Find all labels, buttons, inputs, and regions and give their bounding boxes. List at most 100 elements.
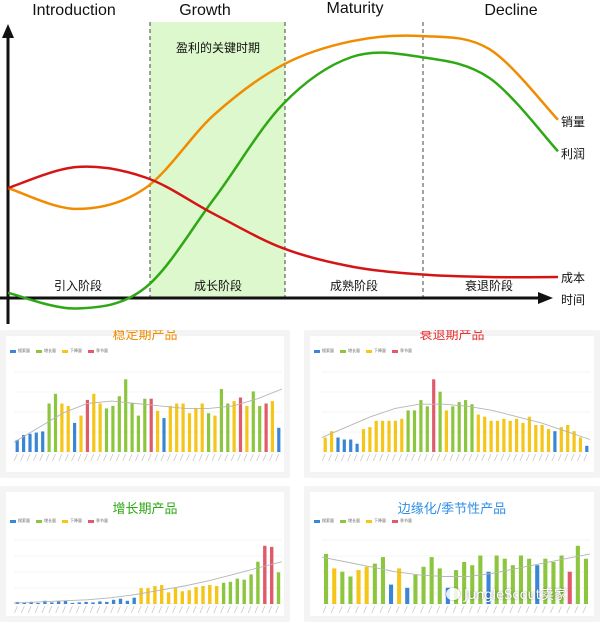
bar — [53, 393, 58, 452]
bar — [578, 437, 582, 452]
watermark-text: JungleScout卖家 — [464, 588, 567, 603]
bar — [566, 425, 570, 452]
x-tick-label — [160, 453, 165, 462]
x-tick-label — [387, 605, 392, 614]
legend-item: 搜索量 — [314, 518, 334, 524]
bar — [393, 420, 397, 452]
bar — [364, 566, 369, 604]
x-tick-label — [237, 453, 241, 462]
bar — [238, 397, 243, 452]
bar — [413, 574, 418, 604]
bar — [535, 565, 540, 604]
x-tick-label — [455, 453, 460, 462]
x-tick-label — [355, 605, 359, 614]
bar — [567, 571, 572, 604]
bar — [47, 403, 51, 452]
x-tick-label — [96, 605, 101, 614]
bar — [476, 414, 480, 452]
bar — [380, 557, 385, 604]
x-tick-label — [39, 453, 44, 462]
x-tick-label — [224, 453, 229, 462]
x-tick-label — [96, 453, 101, 462]
legend-item: 搜索量 — [314, 348, 334, 354]
bar — [270, 401, 274, 452]
bar — [510, 565, 515, 604]
bar — [98, 601, 102, 604]
x-tick-label — [500, 453, 505, 462]
bar — [149, 398, 153, 452]
x-tick-label — [249, 453, 254, 462]
bar — [406, 410, 410, 452]
x-tick-label — [462, 453, 466, 462]
bar — [160, 585, 164, 604]
x-tick-label — [192, 453, 197, 462]
x-tick-label — [75, 605, 80, 614]
x-tick-label — [254, 605, 259, 614]
product-lifecycle-chart: Introduction Growth Maturity Decline 盈利的… — [0, 0, 585, 324]
bar — [200, 403, 204, 452]
bar — [374, 420, 378, 452]
bar — [66, 405, 70, 452]
bar — [36, 602, 40, 604]
x-tick-label — [474, 453, 479, 462]
x-tick-label — [485, 605, 489, 614]
bar — [432, 379, 436, 452]
bar — [494, 555, 499, 604]
x-tick-label — [379, 453, 383, 462]
bar — [340, 571, 345, 604]
x-tick-label — [487, 453, 492, 462]
x-tick-label — [506, 453, 511, 462]
x-tick-label — [379, 605, 384, 614]
x-tick-label — [122, 453, 127, 462]
x-tick-label — [27, 605, 32, 614]
bar — [117, 396, 121, 452]
phase-title-maturity: Maturity — [327, 0, 384, 17]
x-tick-label — [84, 453, 88, 462]
bar — [139, 588, 143, 604]
bar — [429, 557, 434, 604]
x-tick-label — [110, 605, 115, 614]
panel-seasonal-bar-chart — [321, 539, 591, 614]
bar — [92, 393, 96, 452]
x-tick-label — [128, 453, 133, 462]
x-tick-label — [525, 605, 530, 614]
bar — [91, 602, 95, 604]
x-tick-label — [230, 453, 235, 462]
x-tick-label — [52, 453, 56, 462]
x-tick-label — [428, 605, 433, 614]
x-tick-label — [468, 605, 473, 614]
bar — [527, 416, 531, 452]
growth-highlight-band — [150, 22, 285, 298]
bar — [118, 598, 123, 604]
x-tick-label — [158, 605, 163, 614]
bar — [162, 418, 166, 452]
x-tick-label — [570, 453, 575, 462]
x-tick-label — [328, 453, 332, 462]
x-tick-label — [178, 605, 183, 614]
x-tick-label — [366, 453, 371, 462]
bar — [438, 391, 442, 452]
bar — [397, 568, 402, 604]
trend-line — [13, 561, 283, 604]
bar — [73, 422, 77, 452]
bar — [502, 558, 507, 604]
bar — [215, 586, 219, 604]
x-tick-label — [144, 605, 149, 614]
bar — [263, 545, 267, 604]
bar — [228, 581, 233, 604]
x-tick-label — [443, 453, 447, 462]
x-tick-label — [26, 453, 31, 462]
bar — [575, 545, 580, 604]
x-tick-label — [205, 453, 209, 462]
bar — [226, 403, 230, 452]
bar — [22, 435, 26, 452]
x-tick-label — [583, 453, 588, 462]
legend-item: 增长量 — [36, 348, 56, 354]
x-axis-label: 时间 — [561, 293, 585, 307]
bar — [111, 405, 115, 452]
bar — [521, 422, 525, 452]
panel-stable: 稳定期产品 搜索量 增长量 下降量 季节量 — [0, 330, 290, 478]
bar — [540, 425, 544, 452]
x-tick-label — [115, 453, 120, 462]
x-tick-label — [557, 453, 562, 462]
